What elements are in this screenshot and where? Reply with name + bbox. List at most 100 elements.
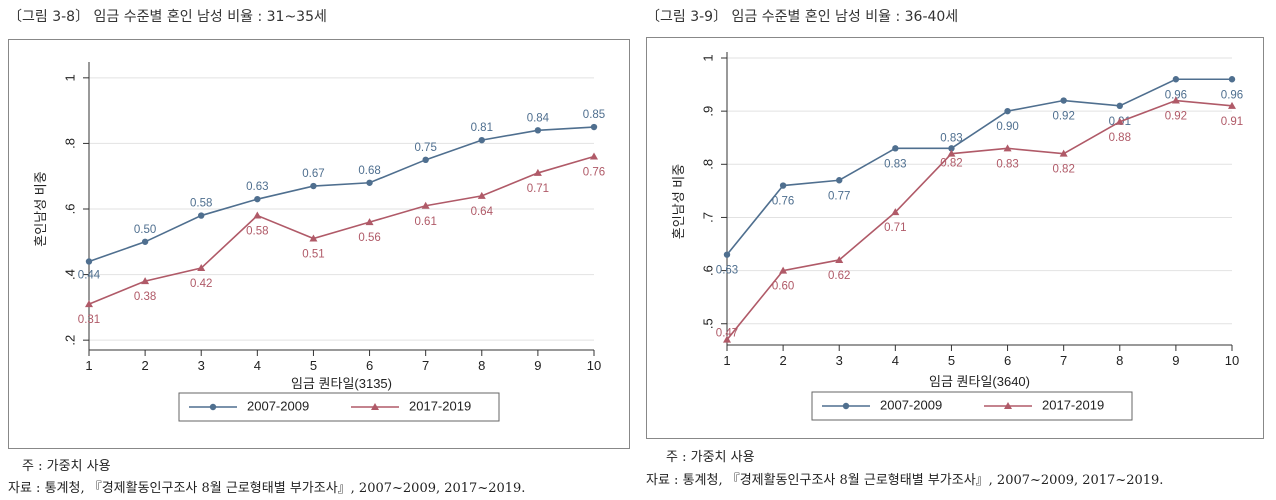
data-label: 0.75 — [414, 142, 436, 154]
legend-swatch-marker — [371, 403, 379, 410]
data-label: 0.31 — [78, 314, 100, 326]
x-tick-label: 9 — [534, 358, 541, 373]
data-label: 0.38 — [134, 291, 156, 303]
data-point — [365, 218, 374, 226]
data-point — [1171, 96, 1180, 104]
data-label: 0.63 — [246, 181, 268, 193]
data-point — [310, 182, 317, 190]
data-label: 0.90 — [996, 121, 1018, 133]
figure-caption: 〔그림 3-9〕 임금 수준별 혼인 남성 비율 : 36-40세 — [646, 9, 959, 25]
x-tick-label: 9 — [1172, 353, 1179, 368]
figure-note: 주 : 가중치 사용 — [22, 459, 111, 474]
data-point — [723, 251, 731, 258]
y-tick-label: .7 — [700, 212, 715, 223]
data-point — [1115, 117, 1124, 125]
data-point — [779, 182, 787, 189]
data-point — [85, 300, 93, 308]
data-label: 0.83 — [996, 158, 1018, 170]
series-line — [88, 155, 595, 305]
data-label: 0.92 — [1052, 111, 1074, 123]
y-tick-label: 1 — [700, 54, 715, 61]
x-tick-label: 4 — [254, 358, 261, 373]
x-tick-label: 6 — [1004, 353, 1011, 368]
data-label: 0.58 — [246, 226, 268, 238]
data-point — [422, 156, 429, 164]
x-axis-label: 임금 퀀타일(3135) — [291, 376, 392, 391]
data-point — [1172, 76, 1180, 83]
x-tick-label: 10 — [1225, 353, 1239, 368]
y-tick-label: .9 — [700, 106, 715, 117]
line-chart-31-35: .2 .4 .6 .8 1 1 2 3 4 5 6 7 8 9 10 임금 퀀타일(3135) 혼인남성 비중 0… — [33, 62, 605, 422]
legend-label: 2007-2009 — [880, 397, 942, 412]
data-label: 0.96 — [1221, 89, 1243, 101]
data-label: 0.85 — [583, 109, 605, 121]
data-point — [198, 212, 205, 219]
data-point — [421, 201, 430, 209]
data-label: 0.51 — [302, 249, 324, 261]
y-tick-label: .4 — [62, 269, 77, 280]
x-tick-label: 7 — [1060, 353, 1067, 368]
data-label: 0.44 — [78, 269, 101, 281]
figure-source: 자료 : 통계청, 『경제활동인구조사 8월 근로형태별 부가조사』, 2007… — [646, 473, 1164, 488]
data-label: 0.47 — [716, 328, 738, 340]
legend-label: 2017-2019 — [409, 398, 471, 413]
x-tick-label: 1 — [85, 358, 92, 373]
data-point — [590, 123, 598, 131]
data-label: 0.61 — [414, 216, 436, 228]
chart-frame: .5 .6 .7 .8 .9 1 1 2 3 4 5 6 7 8 9 10 임금 퀀타일(3640) 혼인남성 비… — [646, 37, 1264, 439]
data-point — [197, 264, 206, 272]
data-label: 0.76 — [583, 167, 605, 179]
x-tick-label: 8 — [1116, 353, 1123, 368]
legend-label: 2007-2009 — [247, 398, 309, 413]
legend-swatch-marker — [209, 403, 217, 411]
legend-swatch-marker — [842, 402, 850, 410]
x-tick-label: 6 — [366, 358, 373, 373]
data-label: 0.64 — [471, 206, 494, 218]
data-point — [590, 152, 598, 160]
data-point — [1003, 144, 1012, 152]
x-tick-label: 5 — [310, 358, 317, 373]
data-label: 0.62 — [828, 270, 850, 282]
series-line — [726, 78, 1232, 256]
x-tick-label: 8 — [478, 358, 485, 373]
legend-swatch-marker — [1004, 402, 1012, 409]
x-tick-label: 2 — [141, 358, 148, 373]
data-point — [1116, 102, 1123, 110]
chart-frame: .2 .4 .6 .8 1 1 2 3 4 5 6 7 8 9 10 임금 퀀타일(3135) 혼인남성 비중 0… — [8, 39, 630, 449]
data-point — [309, 234, 318, 242]
data-point — [366, 179, 373, 186]
y-tick-label: .8 — [700, 159, 715, 170]
data-point — [1004, 107, 1011, 115]
data-point — [477, 191, 486, 199]
x-tick-label: 7 — [422, 358, 429, 373]
y-axis-label: 혼인남성 비중 — [33, 171, 48, 246]
legend-label: 2017-2019 — [1042, 397, 1104, 412]
x-tick-label: 10 — [587, 358, 601, 373]
data-point — [533, 168, 542, 176]
y-tick-label: .5 — [700, 318, 715, 329]
data-label: 0.50 — [134, 224, 156, 236]
data-point — [948, 145, 955, 152]
figure-note: 주 : 가중치 사용 — [666, 450, 755, 465]
data-label: 0.71 — [884, 222, 906, 234]
data-label: 0.83 — [940, 132, 962, 144]
data-label: 0.67 — [302, 168, 324, 180]
y-axis-label: 혼인남성 비중 — [671, 164, 686, 239]
data-label: 0.83 — [884, 158, 906, 170]
data-point — [947, 149, 956, 157]
data-label: 0.68 — [358, 165, 380, 177]
data-label: 0.71 — [527, 183, 549, 195]
data-point — [1060, 97, 1067, 104]
data-label: 0.58 — [190, 198, 212, 210]
series-line — [726, 99, 1233, 341]
data-label: 0.96 — [1165, 89, 1187, 101]
data-label: 0.81 — [471, 122, 493, 134]
figure-caption: 〔그림 3-8〕 임금 수준별 혼인 남성 비율 : 31~35세 — [8, 9, 327, 25]
x-tick-label: 5 — [948, 353, 955, 368]
data-point — [835, 255, 844, 263]
data-point — [1228, 101, 1236, 109]
data-point — [891, 208, 900, 216]
data-label: 0.56 — [358, 232, 380, 244]
data-label: 0.91 — [1221, 116, 1243, 128]
data-point — [254, 195, 261, 203]
